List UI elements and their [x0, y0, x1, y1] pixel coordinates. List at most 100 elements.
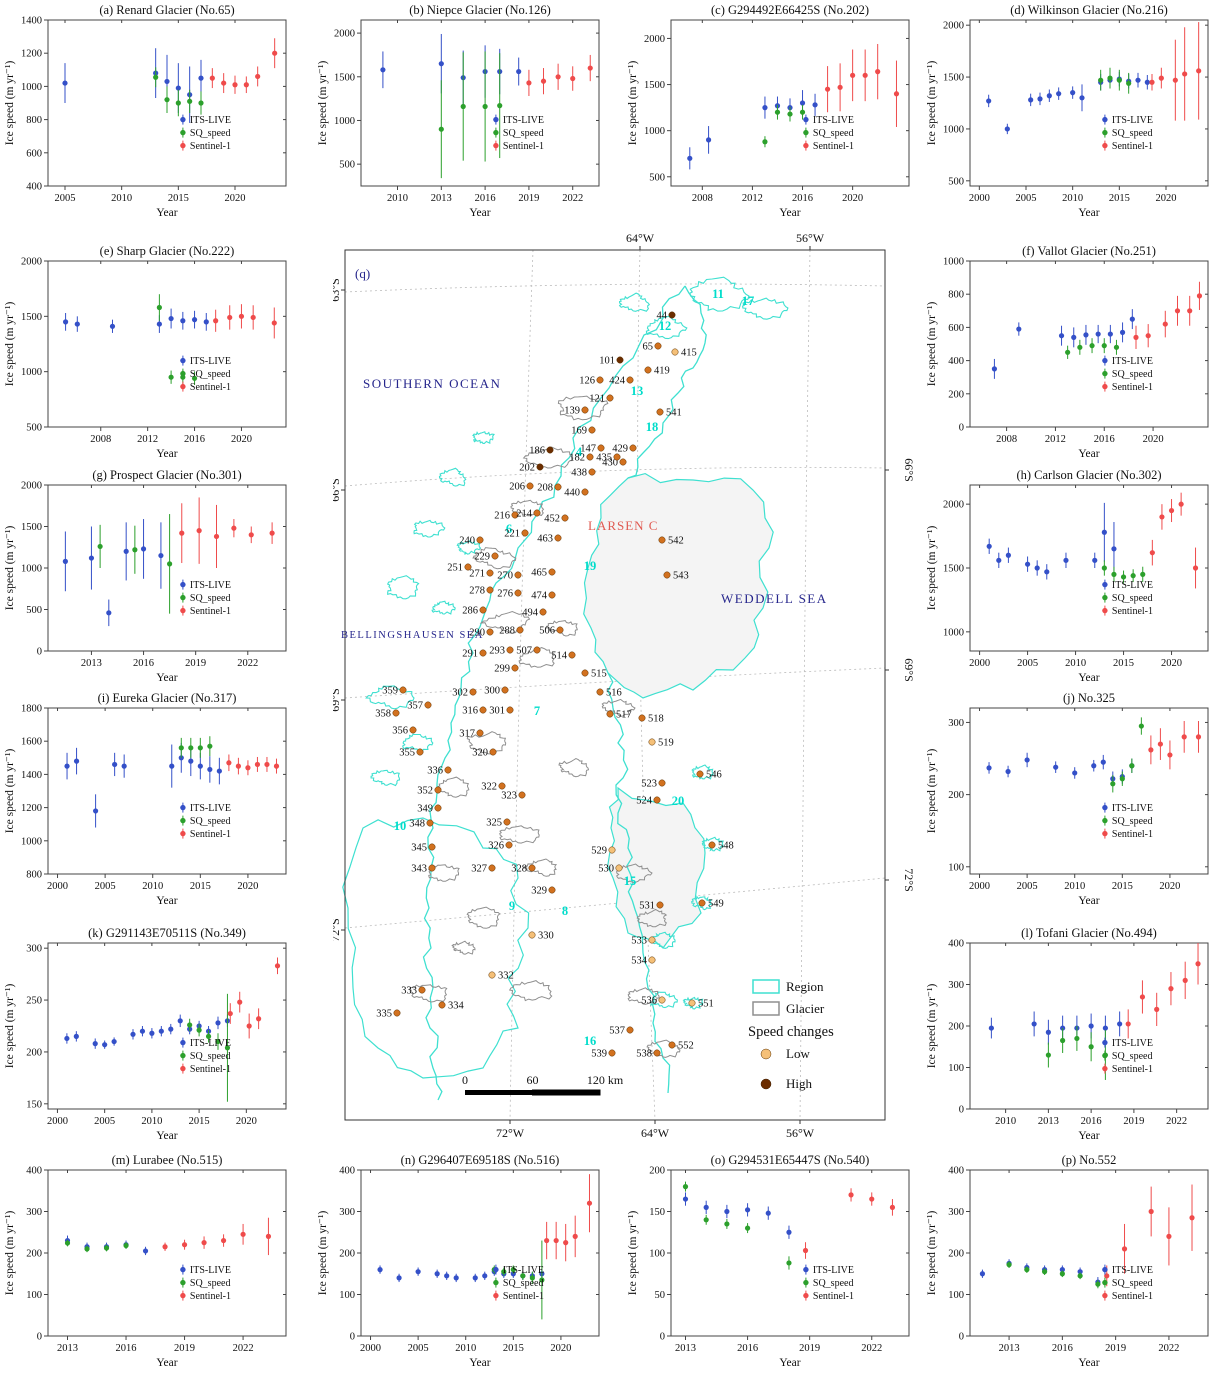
x-axis-label: Year — [156, 672, 177, 684]
svg-text:543: 543 — [673, 571, 689, 582]
glacier-point: 430 — [602, 458, 627, 469]
svg-text:1800: 1800 — [21, 704, 42, 715]
glacier-point: 438 — [571, 468, 596, 479]
region-number: 12 — [659, 319, 672, 333]
series-sentinel1 — [1149, 22, 1202, 121]
chart-panel-n: (n) G296407E69518S (No.516) 2000 2005 2010 2… — [315, 1152, 607, 1370]
svg-text:400: 400 — [339, 1166, 355, 1177]
glacier-point: 531 — [639, 901, 664, 912]
y-axis-label: Ice speed (m yr⁻¹) — [4, 749, 16, 834]
glacier-point: 147 — [580, 444, 605, 455]
legend-label-sq_speed: SQ_speed — [1112, 593, 1153, 604]
svg-text:2015: 2015 — [1109, 193, 1130, 204]
glacier-point: 534 — [631, 956, 656, 967]
map-axis-label: 64°W — [626, 231, 655, 245]
chart-svg-j: (j) No.325 2000 2005 2010 2015 2020 100 200 300 I… — [926, 691, 1209, 907]
y-axis-label: Ice speed (m yr⁻¹) — [926, 749, 938, 834]
glacier-point: 356 — [392, 726, 417, 737]
svg-text:2010: 2010 — [455, 1343, 476, 1354]
chart-svg-a: (a) Renard Glacier (No.65) 2005 2010 2015 20… — [4, 3, 287, 219]
chart-svg-i: (i) Eureka Glacier (No.317) 2000 2005 2010 2… — [4, 691, 287, 907]
svg-text:2012: 2012 — [137, 434, 158, 445]
svg-text:400: 400 — [948, 356, 964, 367]
glacier-point: 429 — [612, 444, 637, 455]
region-number: 18 — [646, 420, 659, 434]
glacier-point: 276 — [497, 589, 522, 600]
y-axis-label: Ice speed (m yr⁻¹) — [627, 1211, 639, 1296]
svg-text:536: 536 — [641, 996, 657, 1007]
svg-text:800: 800 — [26, 115, 42, 126]
series-its_live — [687, 90, 818, 170]
legend-label-sentinel1: Sentinel-1 — [190, 141, 231, 152]
glacier-point: 229 — [474, 552, 499, 563]
svg-text:2020: 2020 — [1161, 658, 1182, 669]
svg-text:300: 300 — [26, 944, 42, 955]
svg-text:500: 500 — [339, 160, 355, 171]
chart-title: (a) Renard Glacier (No.65) — [99, 3, 234, 17]
chart-panel-j: (j) No.325 2000 2005 2010 2015 2020 100 200 300 I… — [924, 690, 1216, 908]
island-outline — [691, 895, 713, 911]
glacier-point: 536 — [641, 996, 666, 1007]
legend-label-sentinel1: Sentinel-1 — [1112, 382, 1153, 393]
svg-text:300: 300 — [948, 1207, 964, 1218]
svg-text:286: 286 — [462, 606, 478, 617]
svg-text:435: 435 — [596, 453, 612, 464]
map-axis-label: 56°W — [786, 1126, 815, 1140]
series-sentinel1 — [802, 1188, 896, 1259]
series-sentinel1 — [1148, 720, 1202, 770]
x-axis-label: Year — [779, 1357, 800, 1369]
glacier-point: 539 — [591, 1049, 616, 1060]
legend-label-sq_speed: SQ_speed — [813, 1278, 854, 1289]
chart-panel-b: (b) Niepce Glacier (No.126) 2010 2013 2016 2… — [315, 2, 607, 220]
glacier-outline — [437, 776, 470, 798]
svg-text:2008: 2008 — [692, 193, 713, 204]
glacier-point: 302 — [452, 688, 477, 699]
svg-text:2005: 2005 — [55, 193, 76, 204]
chart-title: (l) Tofani Glacier (No.494) — [1021, 926, 1157, 940]
svg-text:2012: 2012 — [1045, 434, 1066, 445]
svg-text:65: 65 — [643, 342, 654, 353]
legend-label-its_live: ITS-LIVE — [813, 115, 854, 126]
chart-title: (g) Prospect Glacier (No.301) — [92, 468, 241, 482]
svg-text:2016: 2016 — [475, 193, 496, 204]
svg-text:429: 429 — [612, 444, 628, 455]
svg-text:518: 518 — [648, 714, 664, 725]
legend-label-sentinel1: Sentinel-1 — [190, 1064, 231, 1075]
x-axis-label: Year — [1078, 895, 1099, 907]
glacier-outline — [616, 863, 653, 883]
svg-text:221: 221 — [504, 529, 520, 540]
svg-text:551: 551 — [698, 999, 714, 1010]
glacier-point: 335 — [376, 1009, 401, 1020]
svg-text:531: 531 — [639, 901, 655, 912]
region-number: 10 — [394, 819, 407, 833]
svg-text:465: 465 — [531, 568, 547, 579]
y-axis-label: Ice speed (m yr⁻¹) — [4, 984, 16, 1069]
svg-text:101: 101 — [599, 356, 615, 367]
svg-text:2000: 2000 — [21, 481, 42, 492]
chart-panel-k: (k) G291143E70511S (No.349) 2000 2005 2010 2… — [2, 925, 294, 1143]
svg-text:400: 400 — [948, 939, 964, 950]
region-number: 4 — [576, 445, 583, 459]
svg-text:2022: 2022 — [233, 1343, 254, 1354]
legend-label-sentinel1: Sentinel-1 — [190, 606, 231, 617]
svg-text:500: 500 — [948, 176, 964, 187]
svg-text:2010: 2010 — [1062, 193, 1083, 204]
series-sentinel1 — [526, 54, 593, 97]
svg-text:300: 300 — [948, 980, 964, 991]
glacier-point: 169 — [571, 426, 596, 437]
series-sentinel1 — [544, 1174, 593, 1262]
region-number: 11 — [712, 287, 724, 301]
sea-label: WEDDELL SEA — [721, 591, 828, 606]
legend-high-dot — [760, 1078, 772, 1090]
svg-text:2020: 2020 — [237, 881, 258, 892]
island-outline — [650, 991, 679, 1009]
glacier-point: 336 — [427, 766, 452, 777]
svg-text:270: 270 — [497, 571, 513, 582]
series-sq_speed — [762, 104, 806, 148]
legend-low-dot — [760, 1048, 772, 1060]
chart-panel-p: (p) No.552 2013 2016 2019 2022 0 100 200 300 400 I… — [924, 1152, 1216, 1370]
glacier-point: 288 — [499, 626, 524, 637]
svg-text:2022: 2022 — [861, 1343, 882, 1354]
svg-text:1000: 1000 — [943, 257, 964, 268]
glacier-point: 465 — [531, 568, 556, 579]
